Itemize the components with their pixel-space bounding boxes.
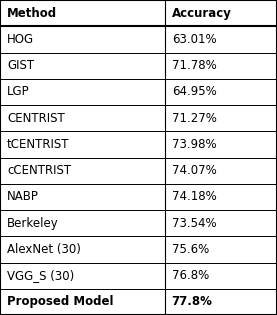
Text: 64.95%: 64.95% [172, 85, 217, 98]
Text: Proposed Model: Proposed Model [7, 295, 113, 308]
Text: Accuracy: Accuracy [172, 7, 232, 20]
Text: NABP: NABP [7, 190, 39, 203]
Text: 73.54%: 73.54% [172, 217, 216, 230]
Text: 77.8%: 77.8% [172, 295, 213, 308]
Text: 74.07%: 74.07% [172, 164, 217, 177]
Text: 74.18%: 74.18% [172, 190, 217, 203]
Text: 63.01%: 63.01% [172, 33, 216, 46]
Text: LGP: LGP [7, 85, 30, 98]
Text: Method: Method [7, 7, 57, 20]
Text: cCENTRIST: cCENTRIST [7, 164, 71, 177]
Text: VGG_S (30): VGG_S (30) [7, 269, 74, 282]
Text: 71.78%: 71.78% [172, 59, 217, 72]
Text: Berkeley: Berkeley [7, 217, 59, 230]
Text: 71.27%: 71.27% [172, 112, 217, 125]
Text: 76.8%: 76.8% [172, 269, 209, 282]
Text: CENTRIST: CENTRIST [7, 112, 65, 125]
Text: GIST: GIST [7, 59, 34, 72]
Text: tCENTRIST: tCENTRIST [7, 138, 70, 151]
Text: 75.6%: 75.6% [172, 243, 209, 256]
Text: 73.98%: 73.98% [172, 138, 216, 151]
Text: AlexNet (30): AlexNet (30) [7, 243, 81, 256]
Text: HOG: HOG [7, 33, 34, 46]
